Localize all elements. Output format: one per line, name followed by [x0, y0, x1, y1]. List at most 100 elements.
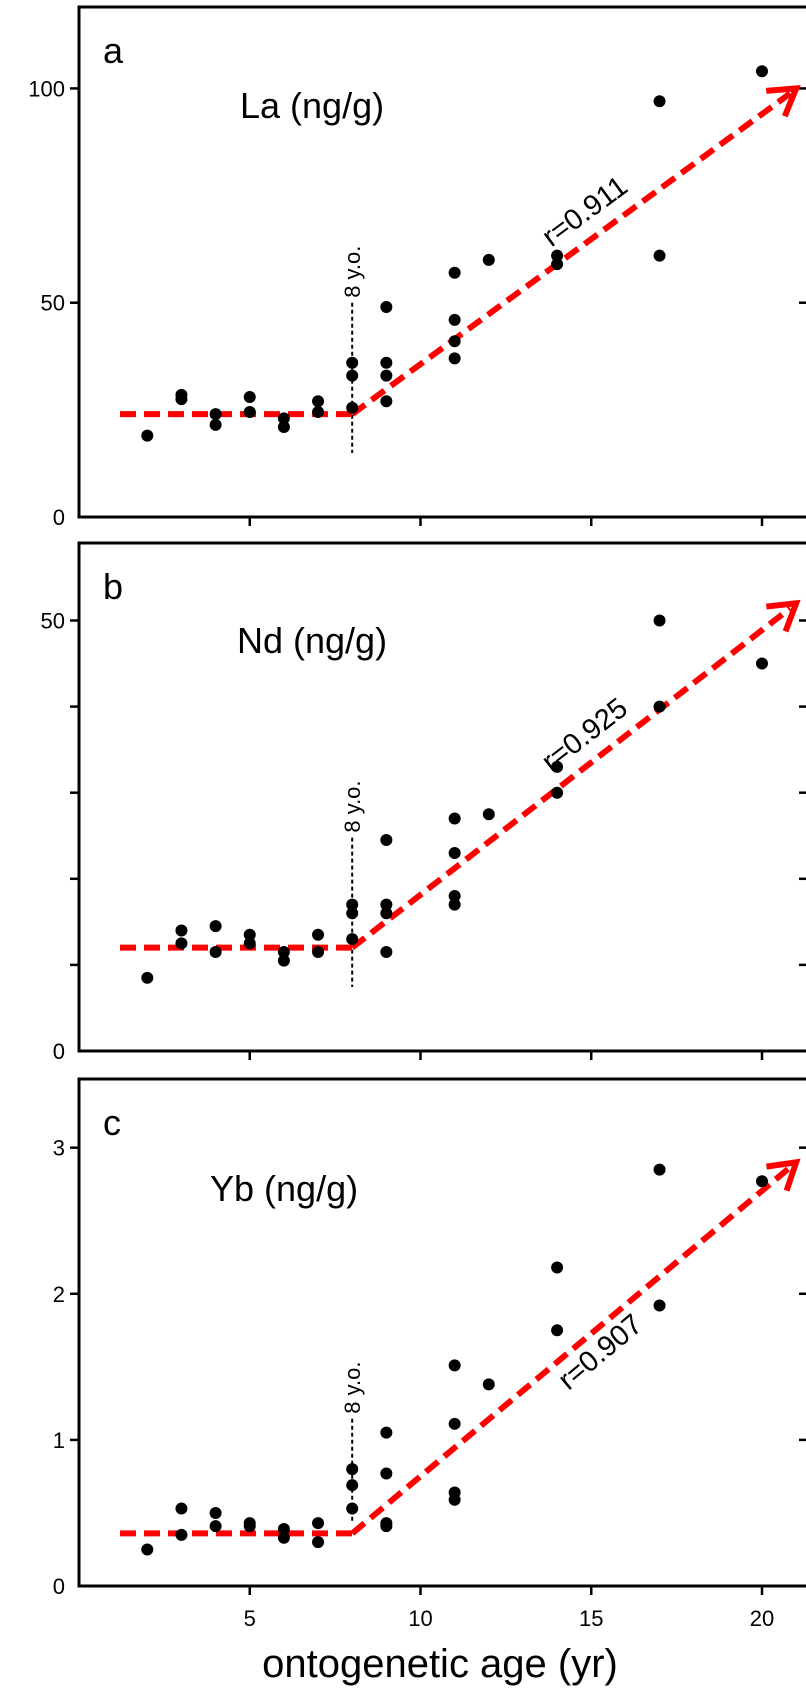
correlation-label: r=0.907 — [552, 1308, 649, 1396]
panel-letter: a — [103, 30, 124, 71]
data-point — [209, 920, 222, 933]
y-tick-label: 2 — [53, 1282, 65, 1307]
data-point — [380, 395, 393, 408]
data-point — [551, 1324, 564, 1337]
data-point — [346, 356, 359, 369]
panel-title: Nd (ng/g) — [237, 620, 387, 661]
data-point — [551, 1261, 564, 1274]
data-point — [346, 1463, 359, 1476]
data-point — [312, 1536, 325, 1549]
axes — [70, 1146, 806, 1595]
plot-marks — [119, 1158, 801, 1556]
data-point — [175, 1528, 188, 1541]
data-point — [551, 760, 564, 773]
x-tick-label: 20 — [750, 1606, 774, 1631]
plot-marks — [119, 65, 801, 453]
data-point — [653, 700, 666, 713]
data-point — [346, 898, 359, 911]
panel-letter: c — [103, 1102, 121, 1143]
trend-arrow-line — [350, 91, 792, 417]
data-point — [346, 907, 359, 920]
data-point — [209, 1520, 222, 1533]
data-point — [209, 408, 222, 421]
trend-arrowhead — [766, 85, 801, 118]
panel-title: Yb (ng/g) — [210, 1168, 358, 1209]
data-point — [277, 954, 290, 967]
data-point — [175, 388, 188, 401]
data-point — [277, 412, 290, 425]
x-axis-label: ontogenetic age (yr) — [262, 1642, 618, 1686]
data-point — [448, 812, 461, 825]
data-point — [175, 924, 188, 937]
data-point — [482, 1378, 495, 1391]
panel-title: La (ng/g) — [240, 85, 384, 126]
data-point — [448, 1417, 461, 1430]
trend-arrow-line — [350, 1164, 793, 1536]
data-point — [312, 406, 325, 418]
data-point — [653, 1163, 666, 1176]
data-point — [380, 301, 393, 313]
data-point — [346, 933, 359, 946]
data-point — [448, 352, 461, 365]
data-point — [175, 1502, 188, 1515]
data-point — [277, 945, 290, 958]
data-point — [312, 1517, 325, 1530]
trend-arrow-line — [350, 605, 792, 951]
plot-frame — [77, 541, 806, 1053]
data-point — [756, 657, 768, 670]
data-point — [448, 313, 461, 326]
data-point — [448, 335, 461, 348]
y-tick-label: 50 — [41, 608, 65, 633]
plot-marks — [119, 599, 801, 987]
data-point — [209, 418, 222, 431]
annotations: 0 1 2 3 5 10 15 20 8 y.o. r=0.907 — [53, 1136, 774, 1631]
data-point — [380, 945, 393, 958]
data-point — [448, 1486, 461, 1499]
y-tick-label: 100 — [28, 76, 65, 101]
data-point — [243, 391, 256, 403]
plot-frame — [77, 5, 806, 519]
data-point — [380, 369, 393, 382]
data-point — [277, 1523, 290, 1536]
data-point — [243, 928, 256, 941]
data-point — [312, 945, 325, 958]
data-point — [653, 95, 666, 108]
y-tick-label: 0 — [53, 505, 65, 530]
data-point — [551, 786, 564, 799]
data-point — [141, 429, 154, 442]
y-tick-label: 1 — [53, 1428, 65, 1453]
x-tick-label: 15 — [579, 1606, 603, 1631]
data-point — [482, 808, 495, 821]
threshold-label: 8 y.o. — [340, 246, 365, 298]
data-point — [380, 356, 393, 369]
trend-arrowhead — [766, 599, 801, 633]
data-point — [448, 898, 461, 911]
data-point — [448, 890, 461, 903]
y-tick-label: 3 — [53, 1136, 65, 1161]
x-tick-label: 5 — [244, 1606, 256, 1631]
data-point — [209, 1506, 222, 1519]
data-point — [312, 395, 325, 408]
plot-frame — [77, 1077, 806, 1588]
data-point — [448, 266, 461, 279]
data-point — [346, 369, 359, 382]
data-point — [243, 937, 256, 950]
data-point — [756, 65, 768, 78]
data-point — [653, 1299, 666, 1312]
panel-c: c Yb (ng/g) 0 1 2 3 5 10 15 20 8 y.o. r=0.907 — [53, 1077, 806, 1631]
data-point — [277, 421, 290, 433]
data-point — [243, 1517, 256, 1530]
data-point — [756, 1175, 768, 1188]
data-point — [380, 1426, 393, 1439]
data-point — [551, 249, 564, 262]
y-tick-label: 50 — [41, 291, 65, 316]
data-point — [653, 249, 666, 262]
data-point — [277, 1531, 290, 1544]
data-point — [380, 1467, 393, 1480]
data-point — [653, 614, 666, 627]
